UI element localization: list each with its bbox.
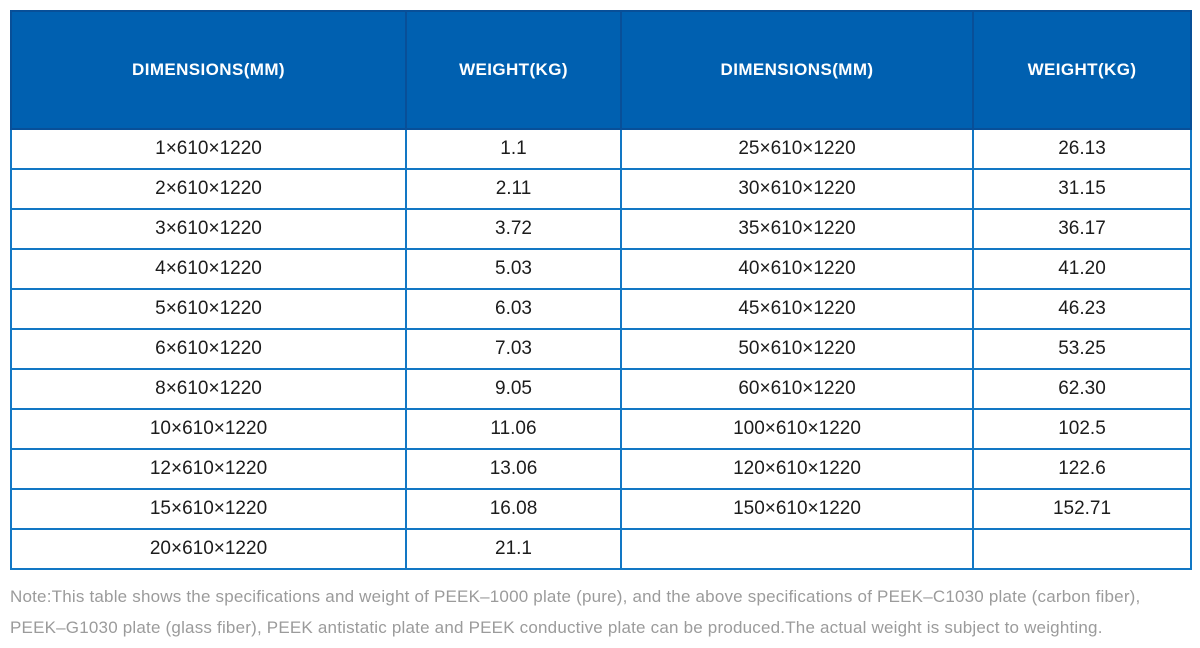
header-dimensions-left: DIMENSIONS(MM) — [10, 10, 407, 130]
dimensions-cell: 20×610×1220 — [10, 528, 407, 570]
weight-cell: 9.05 — [405, 368, 622, 410]
table-row: 1×610×1220 1.1 25×610×1220 26.13 — [10, 128, 1192, 170]
header-weight-left: WEIGHT(KG) — [405, 10, 622, 130]
dimensions-cell — [620, 528, 974, 570]
table-row: 12×610×1220 13.06 120×610×1220 122.6 — [10, 448, 1192, 490]
dimensions-cell: 60×610×1220 — [620, 368, 974, 410]
footnote: Note:This table shows the specifications… — [10, 587, 1141, 637]
dimensions-cell: 35×610×1220 — [620, 208, 974, 250]
table-header-row: DIMENSIONS(MM) WEIGHT(KG) DIMENSIONS(MM)… — [10, 10, 1192, 130]
weight-cell: 6.03 — [405, 288, 622, 330]
dimensions-cell: 120×610×1220 — [620, 448, 974, 490]
table-row: 10×610×1220 11.06 100×610×1220 102.5 — [10, 408, 1192, 450]
table-body: 1×610×1220 1.1 25×610×1220 26.13 2×610×1220 2… — [10, 128, 1192, 570]
weight-cell: 21.1 — [405, 528, 622, 570]
dimensions-cell: 4×610×1220 — [10, 248, 407, 290]
weight-cell: 3.72 — [405, 208, 622, 250]
weight-cell: 2.11 — [405, 168, 622, 210]
weight-cell: 5.03 — [405, 248, 622, 290]
dimensions-cell: 10×610×1220 — [10, 408, 407, 450]
peek-plate-spec-table: DIMENSIONS(MM) WEIGHT(KG) DIMENSIONS(MM)… — [10, 10, 1192, 570]
weight-cell: 41.20 — [972, 248, 1192, 290]
header-weight-right: WEIGHT(KG) — [972, 10, 1192, 130]
weight-cell: 26.13 — [972, 128, 1192, 170]
weight-cell: 31.15 — [972, 168, 1192, 210]
dimensions-cell: 3×610×1220 — [10, 208, 407, 250]
dimensions-cell: 50×610×1220 — [620, 328, 974, 370]
dimensions-cell: 40×610×1220 — [620, 248, 974, 290]
weight-cell: 1.1 — [405, 128, 622, 170]
weight-cell: 62.30 — [972, 368, 1192, 410]
weight-cell: 7.03 — [405, 328, 622, 370]
dimensions-cell: 6×610×1220 — [10, 328, 407, 370]
dimensions-cell: 15×610×1220 — [10, 488, 407, 530]
dimensions-cell: 150×610×1220 — [620, 488, 974, 530]
weight-cell: 122.6 — [972, 448, 1192, 490]
weight-cell — [972, 528, 1192, 570]
weight-cell: 53.25 — [972, 328, 1192, 370]
table-row: 20×610×1220 21.1 — [10, 528, 1192, 570]
table-row: 6×610×1220 7.03 50×610×1220 53.25 — [10, 328, 1192, 370]
dimensions-cell: 8×610×1220 — [10, 368, 407, 410]
weight-cell: 36.17 — [972, 208, 1192, 250]
weight-cell: 13.06 — [405, 448, 622, 490]
header-dimensions-right: DIMENSIONS(MM) — [620, 10, 974, 130]
table-row: 5×610×1220 6.03 45×610×1220 46.23 — [10, 288, 1192, 330]
dimensions-cell: 45×610×1220 — [620, 288, 974, 330]
dimensions-cell: 100×610×1220 — [620, 408, 974, 450]
weight-cell: 11.06 — [405, 408, 622, 450]
dimensions-cell: 5×610×1220 — [10, 288, 407, 330]
weight-cell: 16.08 — [405, 488, 622, 530]
dimensions-cell: 1×610×1220 — [10, 128, 407, 170]
dimensions-cell: 30×610×1220 — [620, 168, 974, 210]
table-row: 4×610×1220 5.03 40×610×1220 41.20 — [10, 248, 1192, 290]
dimensions-cell: 2×610×1220 — [10, 168, 407, 210]
weight-cell: 152.71 — [972, 488, 1192, 530]
table-row: 8×610×1220 9.05 60×610×1220 62.30 — [10, 368, 1192, 410]
weight-cell: 46.23 — [972, 288, 1192, 330]
dimensions-cell: 12×610×1220 — [10, 448, 407, 490]
dimensions-cell: 25×610×1220 — [620, 128, 974, 170]
table-row: 15×610×1220 16.08 150×610×1220 152.71 — [10, 488, 1192, 530]
table-row: 3×610×1220 3.72 35×610×1220 36.17 — [10, 208, 1192, 250]
table-row: 2×610×1220 2.11 30×610×1220 31.15 — [10, 168, 1192, 210]
weight-cell: 102.5 — [972, 408, 1192, 450]
